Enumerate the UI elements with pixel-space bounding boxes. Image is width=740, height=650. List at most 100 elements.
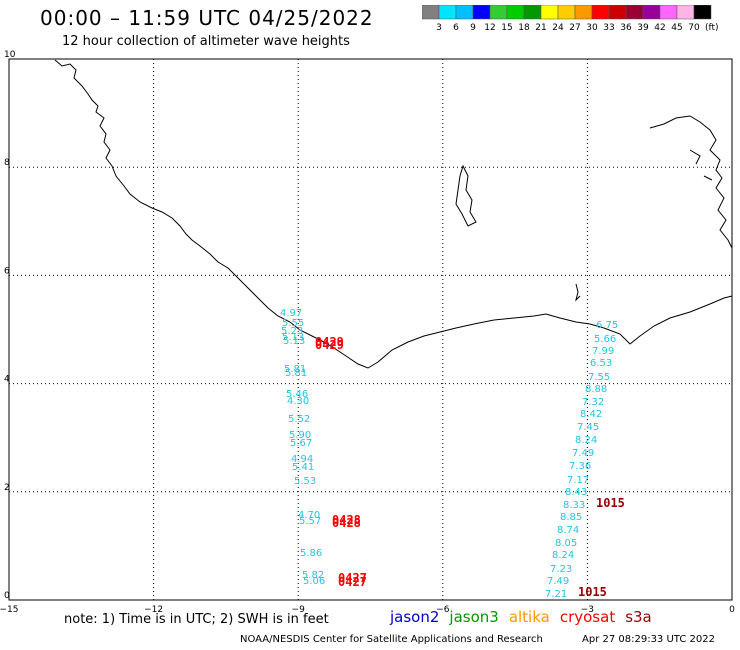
satellite-legend-item: jason2 xyxy=(390,608,440,626)
coastline-island xyxy=(455,164,477,227)
time-label: 0427 xyxy=(338,575,367,589)
swh-value: 4.70 xyxy=(298,510,320,521)
x-tick-label: −3 xyxy=(581,605,594,612)
swh-value: 7.36 xyxy=(569,461,591,472)
y-tick-label: 2 xyxy=(4,483,10,493)
colorbar-unit: (ft) xyxy=(705,23,719,33)
time-label: 1015 xyxy=(578,585,607,599)
swh-value: 7.32 xyxy=(582,397,604,408)
swh-value: 5.57 xyxy=(299,516,321,527)
swh-value: 8.74 xyxy=(557,525,579,536)
x-tick-label: 0 xyxy=(729,605,735,612)
swh-value: 8.43 xyxy=(565,487,587,498)
swh-value: 8.88 xyxy=(585,384,607,395)
swh-value: 5.13 xyxy=(283,336,305,347)
colorbar-label: 33 xyxy=(603,23,614,33)
x-tick-label: −12 xyxy=(144,605,163,612)
satellite-legend: jason2 jason3 altika cryosat s3a xyxy=(390,608,662,626)
colorbar-label: 36 xyxy=(620,23,632,33)
swh-value: 8.33 xyxy=(563,500,585,511)
swh-value: 7.45 xyxy=(577,422,599,433)
satellite-legend-item: altika xyxy=(508,608,550,626)
swh-value: 5.13 xyxy=(282,332,304,343)
x-tick-label: −15 xyxy=(0,605,19,612)
swh-value: 5.06 xyxy=(303,576,325,587)
swh-value: 5.41 xyxy=(292,462,314,473)
wave-height-map: −15 −12 −9 −6 −3 0 0 2 4 6 8 10 4.975.555.235.135.1… xyxy=(0,50,735,612)
swh-value: 7.49 xyxy=(547,576,569,587)
swh-value: 8.24 xyxy=(552,550,574,561)
swh-value: 5.55 xyxy=(282,318,304,329)
swh-value: 8.24 xyxy=(575,435,597,446)
colorbar-swatch xyxy=(693,5,712,20)
swh-value: 8.85 xyxy=(560,512,582,523)
swh-value: 4.30 xyxy=(287,396,309,407)
swh-value: 5.66 xyxy=(594,334,616,345)
y-tick-label: 10 xyxy=(4,50,16,60)
colorbar-label: 15 xyxy=(501,23,512,33)
satellite-legend-item: cryosat xyxy=(559,608,616,626)
y-tick-label: 0 xyxy=(4,591,10,601)
colorbar-label: 42 xyxy=(654,23,665,33)
satellite-legend-item: s3a xyxy=(625,608,652,626)
swh-value: 5.86 xyxy=(300,548,322,559)
swh-value: 5.81 xyxy=(284,364,306,375)
observation-layer: 4.975.555.235.135.13 5.815.81 5.464.30 5.52… xyxy=(280,308,618,600)
wave-height-colorbar: 3 6 9 12 15 18 21 24 27 30 33 36 39 42 45 70 (ft) xyxy=(422,5,719,33)
swh-value: 7.23 xyxy=(550,564,572,575)
footer-credit: NOAA/NESDIS Center for Satellite Applica… xyxy=(240,634,543,645)
colorbar-label: 6 xyxy=(453,23,459,33)
swh-value: 7.21 xyxy=(545,589,567,600)
swh-value: 8.42 xyxy=(580,409,602,420)
time-label: 0427 xyxy=(338,571,367,585)
time-label: 1015 xyxy=(596,496,625,510)
time-label: 0428 xyxy=(332,516,361,530)
time-label: 0428 xyxy=(332,513,361,527)
colorbar-label: 18 xyxy=(518,23,530,33)
colorbar-label: 21 xyxy=(535,23,546,33)
map-title: 00:00 – 11:59 UTC 04/25/2022 xyxy=(40,6,374,30)
colorbar-label: 45 xyxy=(671,23,682,33)
colorbar-label: 70 xyxy=(688,23,700,33)
map-frame xyxy=(8,58,733,601)
time-label: 0429 xyxy=(315,335,344,349)
swh-value: 6.75 xyxy=(596,320,618,331)
swh-value: 5.81 xyxy=(285,368,307,379)
swh-value: 5.46 xyxy=(286,389,308,400)
map-grid: −15 −12 −9 −6 −3 0 0 2 4 6 8 10 xyxy=(0,50,735,612)
swh-value: 5.82 xyxy=(302,570,324,581)
time-label: 0429 xyxy=(315,338,344,352)
footer-timestamp: Apr 27 08:29:33 UTC 2022 xyxy=(582,634,715,645)
y-tick-label: 4 xyxy=(4,375,10,385)
y-tick-label: 6 xyxy=(4,266,10,276)
colorbar-label: 9 xyxy=(470,23,476,33)
swh-value: 5.67 xyxy=(290,438,312,449)
swh-value: 5.53 xyxy=(294,476,316,487)
colorbar-label: 24 xyxy=(552,23,564,33)
colorbar-label: 39 xyxy=(637,23,649,33)
swh-value: 5.52 xyxy=(288,414,310,425)
swh-value: 7.49 xyxy=(572,448,594,459)
x-tick-label: −9 xyxy=(292,605,306,612)
coastline-main xyxy=(54,59,733,369)
swh-value: 4.97 xyxy=(280,308,302,319)
swh-value: 7.55 xyxy=(588,372,610,383)
coastline-spur xyxy=(575,283,581,302)
swh-value: 6.53 xyxy=(590,358,612,369)
colorbar-label: 27 xyxy=(569,23,580,33)
swh-value: 7.99 xyxy=(592,346,614,357)
colorbar-label: 30 xyxy=(586,23,598,33)
satellite-legend-item: jason3 xyxy=(449,608,499,626)
colorbar-label: 3 xyxy=(436,23,442,33)
map-subtitle: 12 hour collection of altimeter wave hei… xyxy=(62,34,350,49)
swh-value: 7.17 xyxy=(567,475,589,486)
x-tick-label: −6 xyxy=(436,605,450,612)
y-tick-label: 8 xyxy=(4,158,10,168)
swh-value: 4.94 xyxy=(291,454,313,465)
swh-value: 8.05 xyxy=(555,538,577,549)
map-note: note: 1) Time is in UTC; 2) SWH is in fe… xyxy=(64,612,329,627)
swh-value: 5.90 xyxy=(289,430,311,441)
swh-value: 5.23 xyxy=(281,326,303,337)
coastline-northeast xyxy=(649,115,733,249)
